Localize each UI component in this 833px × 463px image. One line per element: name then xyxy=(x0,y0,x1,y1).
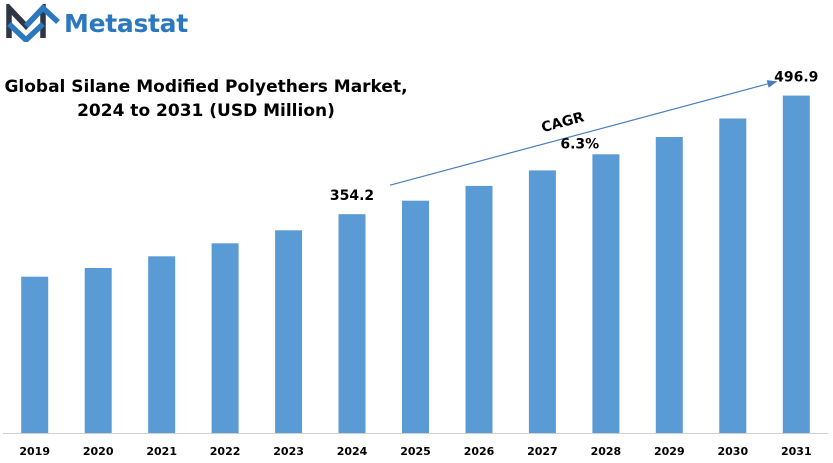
chart-title-line-1: Global Silane Modified Polyethers Market… xyxy=(4,77,408,97)
x-tick-label-2020: 2020 xyxy=(83,445,114,458)
brand-name: Metastat xyxy=(64,8,188,38)
x-tick-label-2031: 2031 xyxy=(781,445,812,458)
bar-2020 xyxy=(84,268,112,433)
x-tick-label-2027: 2027 xyxy=(527,445,558,458)
bar-2025 xyxy=(402,200,429,433)
bar-2024 xyxy=(338,214,366,433)
cagr-label: CAGR xyxy=(540,109,586,136)
bar-2029 xyxy=(655,137,683,433)
chart-title-line-2: 2024 to 2031 (USD Million) xyxy=(77,101,335,121)
bar-2027 xyxy=(528,170,556,433)
data-label-2024: 354.2 xyxy=(330,188,374,204)
bar-group xyxy=(21,95,810,434)
bar-2019 xyxy=(21,276,49,433)
data-label-2031: 496.9 xyxy=(774,70,818,86)
x-tick-label-2023: 2023 xyxy=(273,445,304,458)
bar-2030 xyxy=(719,118,747,433)
x-tick-label-2022: 2022 xyxy=(210,445,241,458)
x-tick-label-2019: 2019 xyxy=(19,445,50,458)
x-tick-label-2026: 2026 xyxy=(464,445,495,458)
cagr-arrow xyxy=(389,80,778,186)
bar-2021 xyxy=(148,256,176,433)
x-tick-label-2025: 2025 xyxy=(400,445,431,458)
bar-2028 xyxy=(592,154,620,434)
x-tick-label-2030: 2030 xyxy=(717,445,748,458)
x-axis-tick-labels: 2019 2020 2021 2022 2023 2024 2025 2026 2027 2028… xyxy=(19,445,811,458)
chart-title: Global Silane Modified Polyethers Market… xyxy=(0,75,412,123)
x-tick-label-2029: 2029 xyxy=(654,445,685,458)
data-label-group: 354.2 496.9 xyxy=(330,70,819,205)
bar-2022 xyxy=(211,243,239,433)
metastat-m-logo-icon xyxy=(6,4,60,42)
brand-logo: Metastat xyxy=(6,4,188,42)
bar-2026 xyxy=(465,185,493,433)
bar-2023 xyxy=(275,230,303,433)
bar-2031 xyxy=(782,95,810,433)
x-tick-label-2024: 2024 xyxy=(337,445,368,458)
cagr-value: 6.3% xyxy=(560,137,599,153)
x-tick-label-2021: 2021 xyxy=(146,445,177,458)
x-tick-label-2028: 2028 xyxy=(591,445,622,458)
